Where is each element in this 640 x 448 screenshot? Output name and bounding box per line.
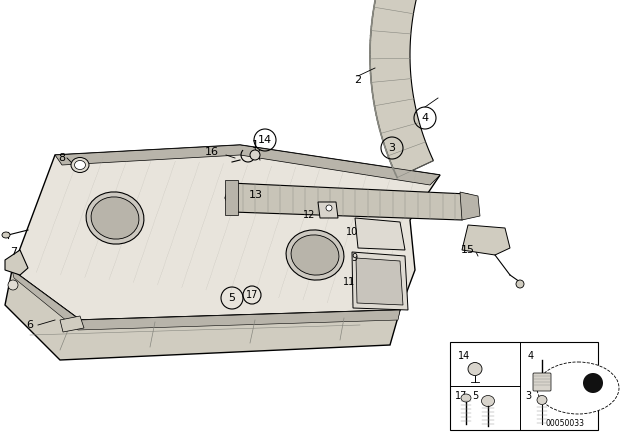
Text: 14: 14 [458, 351, 470, 361]
Ellipse shape [2, 232, 10, 238]
Polygon shape [370, 0, 444, 177]
Polygon shape [225, 183, 472, 220]
Text: 00050033: 00050033 [546, 419, 585, 428]
Text: 4: 4 [421, 113, 429, 123]
Polygon shape [5, 270, 400, 360]
Polygon shape [462, 225, 510, 255]
Text: 3: 3 [525, 391, 531, 401]
Ellipse shape [537, 362, 619, 414]
Text: 10: 10 [346, 227, 358, 237]
Ellipse shape [74, 160, 86, 169]
Polygon shape [12, 145, 440, 320]
Text: 2: 2 [355, 75, 362, 85]
Text: 16: 16 [205, 147, 219, 157]
Ellipse shape [291, 235, 339, 275]
Ellipse shape [91, 197, 139, 239]
Circle shape [516, 280, 524, 288]
Circle shape [326, 205, 332, 211]
Text: 5: 5 [228, 293, 236, 303]
Text: 14: 14 [258, 135, 272, 145]
Text: 17: 17 [455, 391, 467, 401]
Circle shape [583, 373, 603, 393]
Text: 17: 17 [246, 290, 258, 300]
Text: 8: 8 [58, 153, 65, 163]
Polygon shape [5, 250, 28, 275]
Ellipse shape [461, 394, 471, 402]
Polygon shape [318, 202, 338, 218]
Text: 9: 9 [352, 253, 358, 263]
Text: 11: 11 [343, 277, 355, 287]
Text: 6: 6 [26, 320, 33, 330]
Text: 13: 13 [249, 190, 263, 200]
Ellipse shape [481, 396, 495, 406]
Polygon shape [60, 316, 84, 332]
Text: 15: 15 [461, 245, 475, 255]
Text: 1: 1 [252, 140, 259, 150]
Polygon shape [460, 192, 480, 220]
Ellipse shape [71, 158, 89, 172]
Ellipse shape [86, 192, 144, 244]
Polygon shape [356, 258, 403, 305]
Text: 12: 12 [303, 210, 315, 220]
Ellipse shape [537, 396, 547, 405]
Text: 3: 3 [388, 143, 396, 153]
FancyBboxPatch shape [450, 342, 598, 430]
Ellipse shape [286, 230, 344, 280]
Ellipse shape [468, 362, 482, 375]
Polygon shape [355, 218, 405, 250]
Polygon shape [12, 270, 400, 330]
Polygon shape [352, 252, 408, 310]
Text: 7: 7 [10, 247, 17, 257]
Circle shape [8, 280, 18, 290]
Polygon shape [225, 180, 238, 215]
Text: 5: 5 [472, 391, 478, 401]
FancyBboxPatch shape [533, 373, 551, 391]
Text: 4: 4 [528, 351, 534, 361]
Circle shape [250, 150, 260, 160]
Polygon shape [55, 145, 440, 185]
